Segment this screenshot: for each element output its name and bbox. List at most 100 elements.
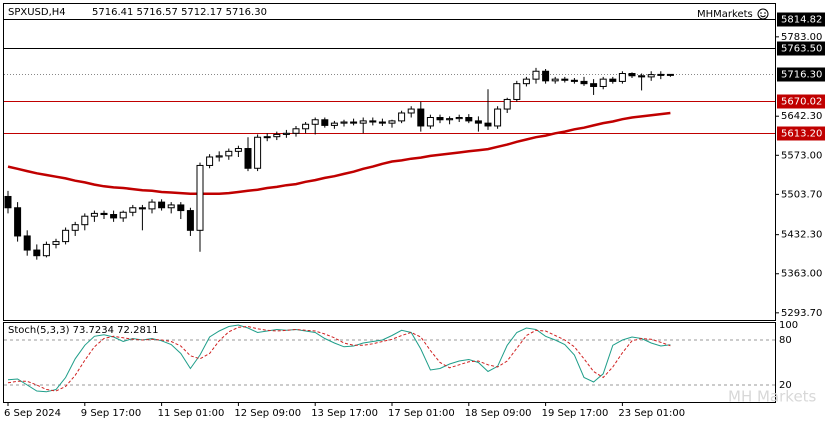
candle-body	[638, 75, 646, 78]
candle-body	[426, 117, 434, 127]
candle-body	[417, 108, 425, 127]
level-label: 5613.20	[781, 129, 822, 140]
candle-body	[167, 204, 175, 209]
candle-body	[590, 83, 598, 87]
candle-body	[282, 132, 290, 135]
candle-body	[23, 235, 31, 251]
candle-body	[513, 83, 521, 100]
candle-body	[42, 243, 50, 257]
candle-body	[340, 121, 348, 124]
x-tick-label: 23 Sep 01:00	[618, 408, 685, 419]
x-tick-label: 6 Sep 2024	[4, 408, 61, 419]
x-tick-label: 18 Sep 09:00	[465, 408, 532, 419]
level-label: 5716.30	[781, 70, 822, 81]
stoch-line	[7, 324, 671, 393]
candle-body	[618, 73, 626, 82]
candle-body	[580, 80, 588, 85]
candle-body	[206, 156, 214, 166]
candle-body	[273, 133, 281, 138]
candle-body	[494, 108, 502, 127]
level-label-box	[777, 41, 825, 56]
candle-body	[62, 229, 70, 243]
candle-body	[398, 112, 406, 122]
candle-body	[311, 119, 319, 125]
stoch-tick-label: 100	[779, 320, 798, 331]
level-label: 5814.82	[781, 15, 822, 26]
candle-body	[542, 70, 550, 82]
candle-body	[474, 120, 482, 124]
candle-body	[321, 119, 329, 126]
candle-body	[388, 120, 396, 124]
candle-body	[407, 108, 415, 114]
y-tick-label: 5783.00	[781, 32, 822, 43]
candle-body	[503, 98, 511, 110]
level-label: 5763.50	[781, 44, 822, 55]
candle-body	[33, 249, 41, 257]
candle-body	[666, 73, 674, 76]
x-tick-label: 13 Sep 17:00	[311, 408, 378, 419]
candle-body	[119, 211, 127, 219]
level-label-box	[777, 94, 825, 109]
candle-body	[330, 122, 338, 126]
y-tick-label: 5293.70	[781, 308, 822, 319]
candle-body	[302, 123, 310, 130]
candle-body	[484, 122, 492, 127]
candle-body	[225, 150, 233, 157]
candle-body	[14, 207, 22, 237]
ohlc-info: 5716.41 5716.57 5712.17 5716.30	[92, 7, 267, 18]
level-label-box	[777, 67, 825, 82]
candle-body	[522, 78, 530, 85]
candle-body	[177, 204, 185, 212]
candle-body	[532, 70, 540, 80]
candle-body	[158, 201, 166, 209]
y-tick-label: 5432.30	[781, 230, 822, 241]
candle-body	[561, 78, 569, 81]
candle-body	[100, 212, 108, 216]
candle-body	[244, 148, 252, 169]
x-tick-label: 9 Sep 17:00	[81, 408, 141, 419]
candle-body	[465, 117, 473, 122]
stoch-tick-label: 80	[779, 335, 792, 346]
level-label-box	[777, 12, 825, 27]
candle-body	[90, 212, 98, 217]
candle-body	[254, 136, 262, 169]
candle-body	[110, 214, 118, 219]
level-label-box	[777, 126, 825, 141]
symbol: SPXUSD,H4	[8, 7, 66, 18]
candle-body	[609, 78, 617, 82]
candle-body	[196, 164, 204, 231]
candle-body	[369, 120, 377, 123]
level-label: 5670.02	[781, 97, 822, 108]
candle-body	[436, 117, 444, 121]
stoch-title: Stoch(5,3,3) 73.7234 72.2811	[8, 325, 159, 336]
watermark: MH Markets	[728, 388, 817, 406]
x-tick-label: 12 Sep 09:00	[234, 408, 301, 419]
candle-body	[551, 78, 559, 82]
candle-body	[647, 74, 655, 78]
candle-body	[234, 148, 242, 152]
price-panel	[3, 3, 776, 321]
candle-body	[4, 195, 12, 209]
candle-body	[599, 78, 607, 87]
brand: MHMarkets	[697, 9, 753, 20]
candle-body	[446, 118, 454, 121]
stoch-panel	[3, 322, 776, 403]
candle-body	[455, 117, 463, 120]
x-tick-label: 17 Sep 01:00	[388, 408, 455, 419]
candle-body	[359, 120, 367, 124]
x-tick-label: 19 Sep 17:00	[542, 408, 609, 419]
x-tick-label: 11 Sep 01:00	[158, 408, 225, 419]
stoch-tick-label: 20	[779, 380, 792, 391]
moving-average	[7, 111, 671, 195]
y-tick-label: 5642.30	[781, 111, 822, 122]
candle-body	[657, 73, 665, 76]
candle-body	[148, 201, 156, 210]
stoch-line	[7, 325, 671, 392]
candle-body	[263, 136, 271, 139]
candle-body	[81, 215, 89, 226]
candle-body	[215, 155, 223, 158]
candle-body	[570, 79, 578, 82]
candle-body	[71, 224, 79, 231]
